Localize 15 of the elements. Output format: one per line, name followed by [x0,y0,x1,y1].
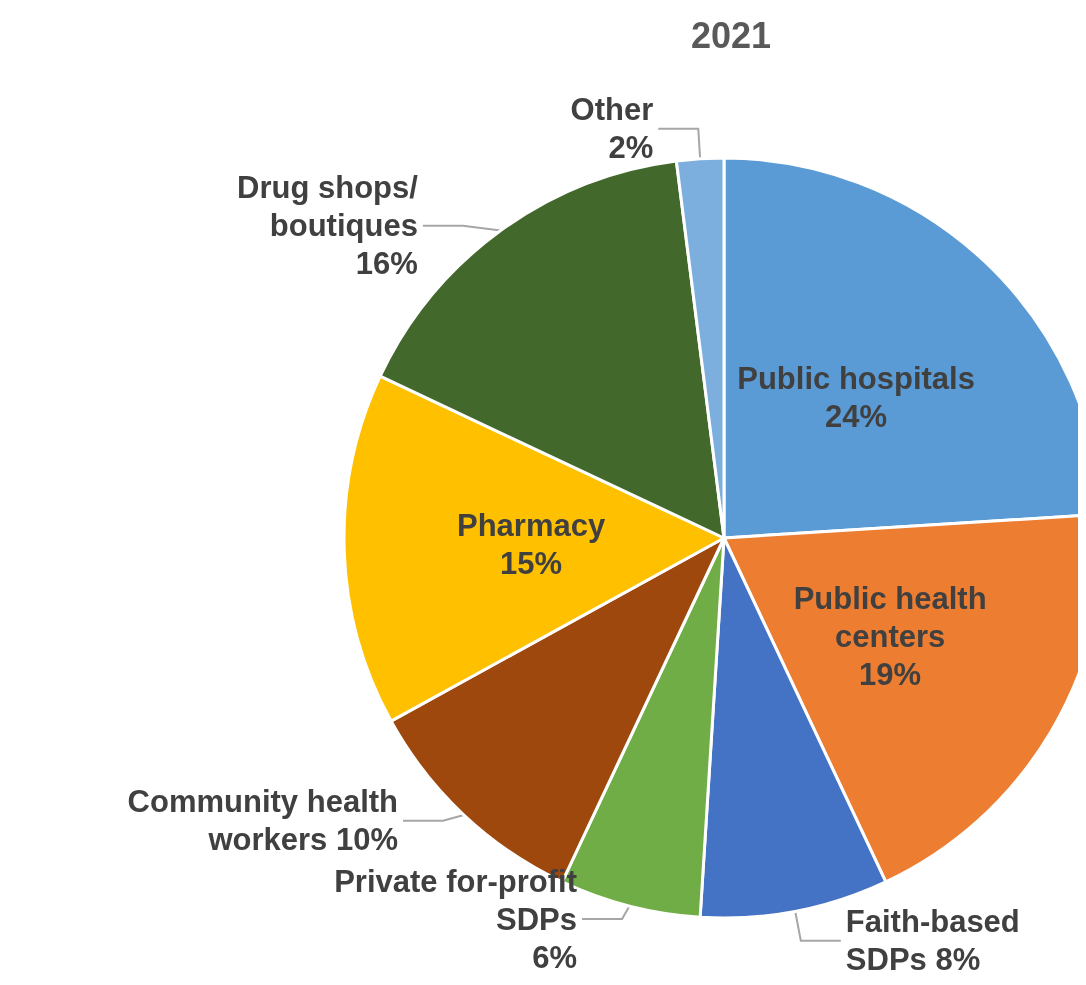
data-label: 24% [825,398,888,434]
slice-label: Faith-based SDPs 8% [845,904,1020,978]
data-label: 15% [500,545,563,581]
data-label: 2% [608,130,654,166]
slice-label: Drug shops/ boutiques [237,170,419,244]
slice-label: Public health centers [793,580,987,654]
slice-label: Pharmacy [456,507,606,543]
slice-label: Public hospitals [737,360,975,396]
data-label: 16% [355,246,418,282]
data-label: 19% [859,656,922,692]
data-label: 6% [532,939,578,975]
chart-title: 2021 [690,14,772,56]
slice-label: Community health workers 10% [127,784,399,858]
slice-label: Private for-profit SDPs [334,863,578,937]
slice-label: Other [570,92,654,128]
